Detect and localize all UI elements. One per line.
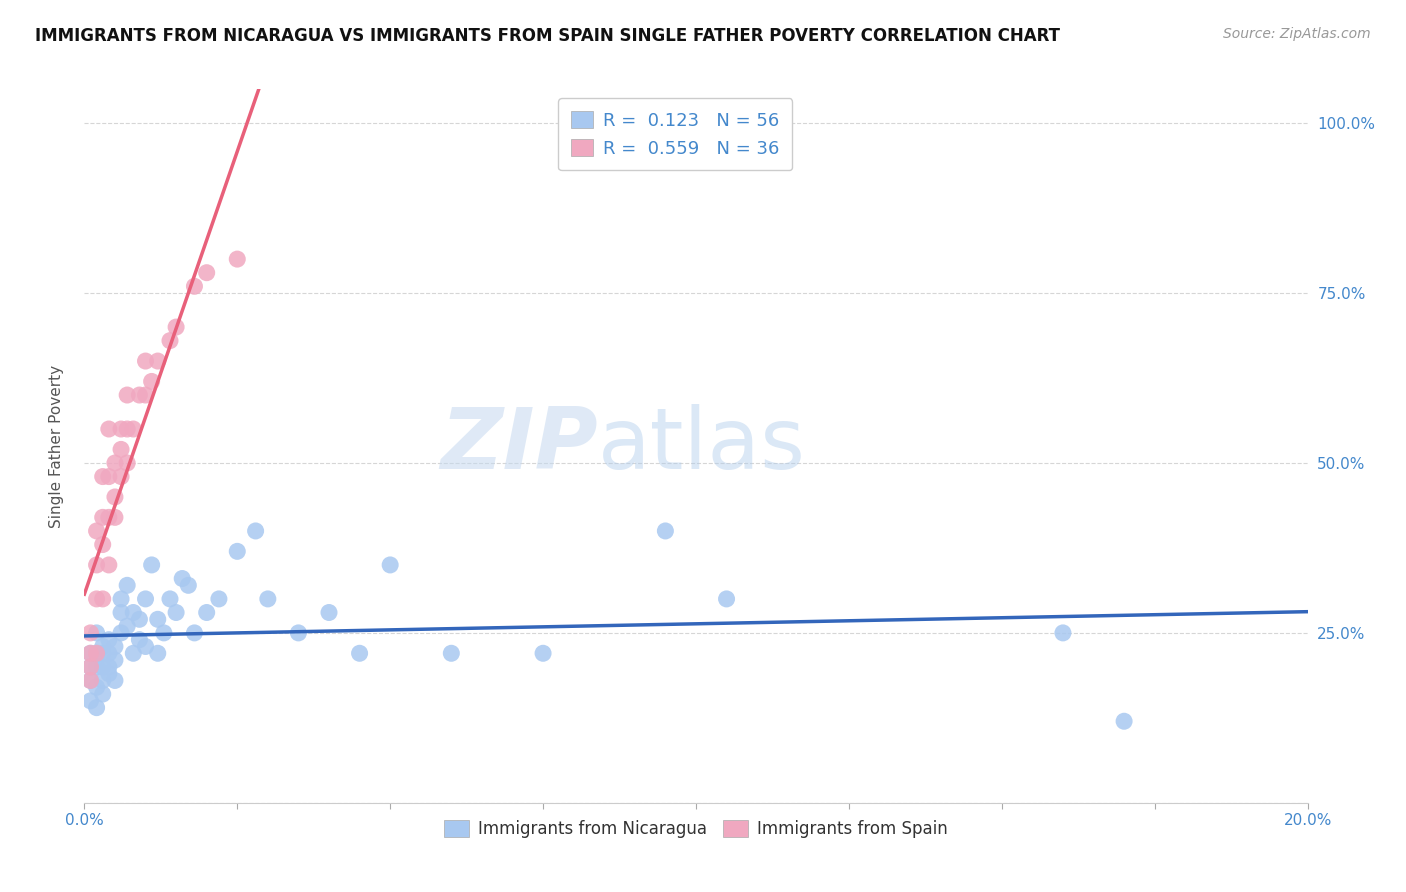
Point	[91, 469, 114, 483]
Point	[318, 606, 340, 620]
Point	[79, 694, 101, 708]
Point	[97, 666, 120, 681]
Point	[97, 510, 120, 524]
Point	[97, 422, 120, 436]
Point	[146, 354, 169, 368]
Text: ZIP: ZIP	[440, 404, 598, 488]
Point	[115, 422, 138, 436]
Point	[208, 591, 231, 606]
Point	[287, 626, 309, 640]
Point	[159, 591, 181, 606]
Point	[104, 653, 127, 667]
Point	[97, 646, 120, 660]
Y-axis label: Single Father Poverty: Single Father Poverty	[49, 365, 63, 527]
Point	[91, 687, 114, 701]
Point	[110, 469, 132, 483]
Point	[195, 266, 218, 280]
Point	[165, 606, 187, 620]
Text: atlas: atlas	[598, 404, 806, 488]
Point	[226, 252, 249, 266]
Point	[79, 660, 101, 674]
Point	[122, 422, 145, 436]
Point	[86, 558, 108, 572]
Point	[245, 524, 267, 538]
Point	[79, 660, 101, 674]
Point	[716, 591, 738, 606]
Point	[86, 646, 108, 660]
Point	[1114, 714, 1136, 729]
Point	[110, 442, 132, 457]
Point	[128, 612, 150, 626]
Point	[97, 469, 120, 483]
Point	[177, 578, 200, 592]
Point	[115, 456, 138, 470]
Point	[104, 640, 127, 654]
Text: Source: ZipAtlas.com: Source: ZipAtlas.com	[1223, 27, 1371, 41]
Point	[146, 646, 169, 660]
Point	[104, 490, 127, 504]
Point	[79, 673, 101, 688]
Point	[135, 354, 157, 368]
Point	[86, 660, 108, 674]
Point	[104, 673, 127, 688]
Point	[531, 646, 554, 660]
Point	[135, 388, 157, 402]
Point	[183, 279, 205, 293]
Point	[91, 673, 114, 688]
Point	[110, 591, 132, 606]
Point	[135, 640, 157, 654]
Point	[97, 632, 120, 647]
Point	[91, 646, 114, 660]
Point	[91, 660, 114, 674]
Point	[165, 320, 187, 334]
Point	[153, 626, 176, 640]
Point	[86, 680, 108, 694]
Point	[91, 591, 114, 606]
Point	[183, 626, 205, 640]
Point	[1052, 626, 1074, 640]
Text: IMMIGRANTS FROM NICARAGUA VS IMMIGRANTS FROM SPAIN SINGLE FATHER POVERTY CORRELA: IMMIGRANTS FROM NICARAGUA VS IMMIGRANTS …	[35, 27, 1060, 45]
Point	[380, 558, 402, 572]
Point	[86, 524, 108, 538]
Point	[79, 646, 101, 660]
Point	[110, 422, 132, 436]
Point	[135, 591, 157, 606]
Point	[79, 646, 101, 660]
Point	[104, 510, 127, 524]
Point	[195, 606, 218, 620]
Point	[91, 537, 114, 551]
Point	[104, 456, 127, 470]
Point	[115, 578, 138, 592]
Point	[349, 646, 371, 660]
Point	[97, 660, 120, 674]
Point	[172, 572, 194, 586]
Point	[146, 612, 169, 626]
Point	[91, 640, 114, 654]
Point	[115, 619, 138, 633]
Point	[86, 626, 108, 640]
Point	[110, 626, 132, 640]
Point	[110, 606, 132, 620]
Point	[257, 591, 280, 606]
Point	[440, 646, 463, 660]
Point	[141, 375, 163, 389]
Point	[86, 700, 108, 714]
Point	[226, 544, 249, 558]
Point	[654, 524, 676, 538]
Point	[115, 388, 138, 402]
Point	[122, 606, 145, 620]
Point	[79, 673, 101, 688]
Legend: Immigrants from Nicaragua, Immigrants from Spain: Immigrants from Nicaragua, Immigrants fr…	[437, 813, 955, 845]
Point	[128, 632, 150, 647]
Point	[86, 591, 108, 606]
Point	[141, 558, 163, 572]
Point	[122, 646, 145, 660]
Point	[128, 388, 150, 402]
Point	[79, 626, 101, 640]
Point	[159, 334, 181, 348]
Point	[97, 558, 120, 572]
Point	[86, 646, 108, 660]
Point	[91, 510, 114, 524]
